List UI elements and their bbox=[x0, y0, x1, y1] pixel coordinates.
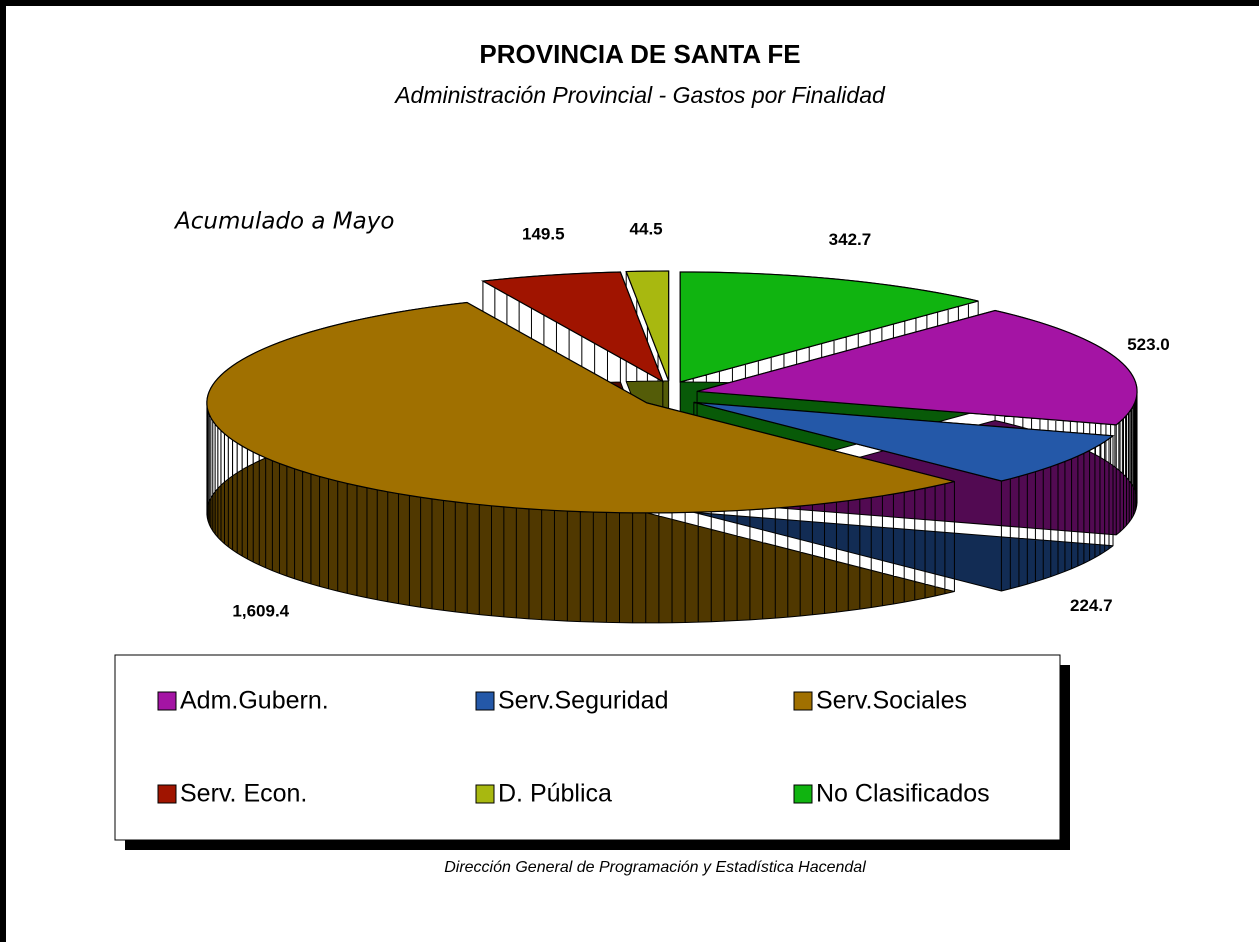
data-label: 44.5 bbox=[630, 220, 663, 239]
slice bbox=[696, 309, 1138, 426]
chart-subtitle: Administración Provincial - Gastos por F… bbox=[393, 82, 886, 108]
slice bbox=[693, 401, 1115, 482]
chart-title: PROVINCIA DE SANTA FE bbox=[479, 39, 800, 69]
legend-swatch bbox=[793, 691, 813, 711]
source: Dirección General de Programación y Esta… bbox=[444, 859, 866, 876]
legend-label: Serv.Sociales bbox=[816, 687, 967, 715]
slice bbox=[206, 301, 955, 514]
data-label: 224.7 bbox=[1070, 596, 1113, 615]
legend-label: D. Pública bbox=[498, 780, 612, 808]
legend-swatch bbox=[793, 784, 813, 804]
legend-swatch bbox=[475, 691, 495, 711]
data-label: 1,609.4 bbox=[232, 602, 289, 621]
data-label: 149.5 bbox=[522, 225, 565, 244]
legend-swatch bbox=[475, 784, 495, 804]
legend-label: Serv.Seguridad bbox=[498, 687, 668, 715]
slice bbox=[625, 270, 670, 382]
annotation: Acumulado a Mayo bbox=[173, 209, 394, 235]
legend-swatch bbox=[157, 691, 177, 711]
legend-label: Adm.Gubern. bbox=[180, 687, 329, 715]
legend-label: No Clasificados bbox=[816, 780, 990, 808]
slice bbox=[480, 271, 664, 383]
data-label: 523.0 bbox=[1127, 335, 1170, 354]
legend-swatch bbox=[157, 784, 177, 804]
data-label: 342.7 bbox=[829, 230, 872, 249]
legend-label: Serv. Econ. bbox=[180, 780, 307, 808]
slice bbox=[679, 271, 979, 383]
legend bbox=[114, 654, 1061, 841]
